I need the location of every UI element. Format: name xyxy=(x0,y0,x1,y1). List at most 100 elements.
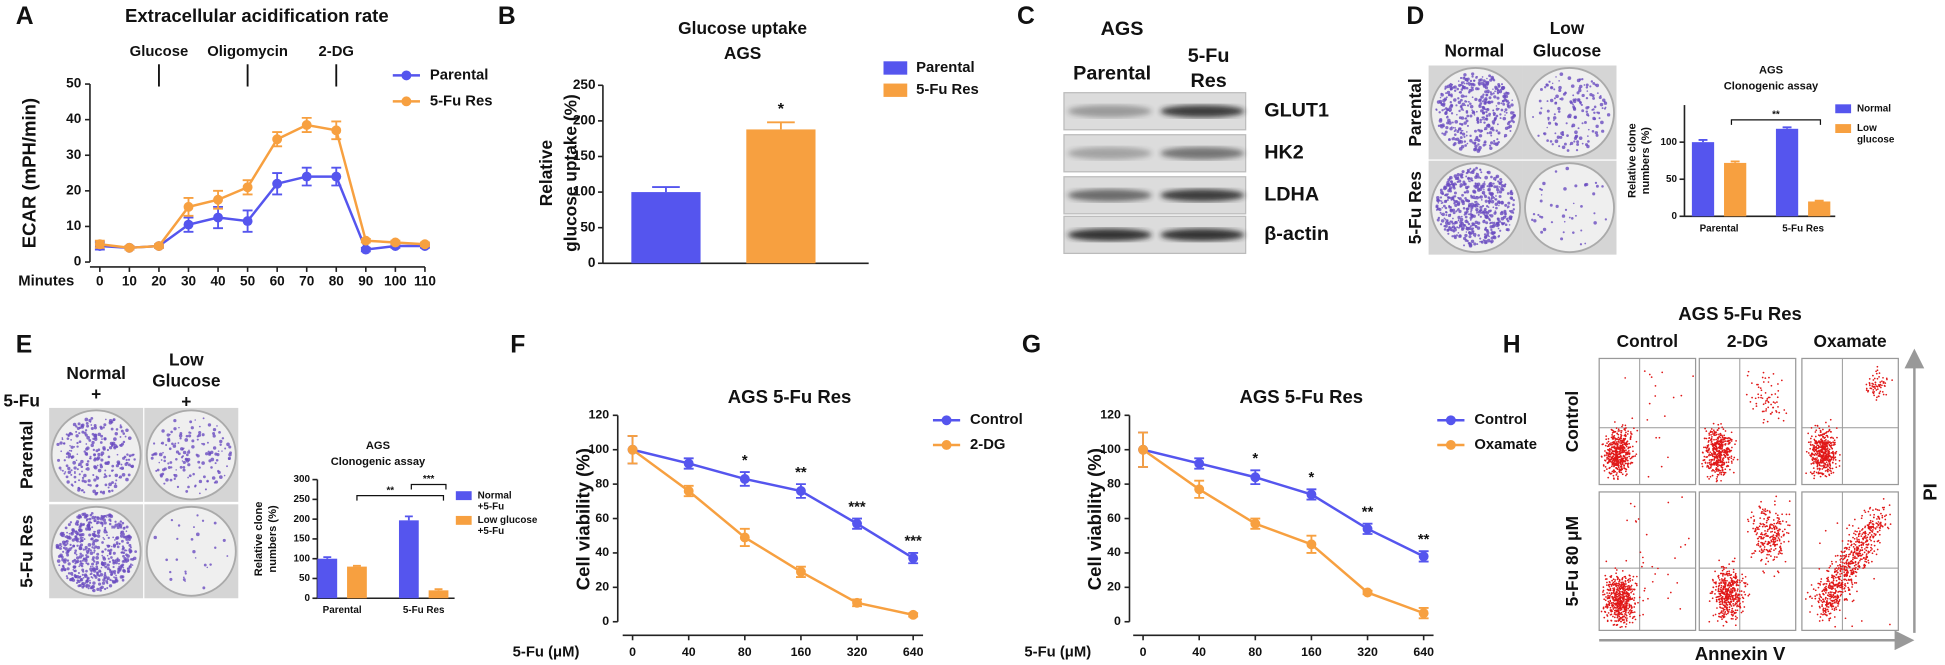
colony xyxy=(71,484,74,487)
event xyxy=(1772,401,1775,404)
event xyxy=(1610,451,1613,454)
colony xyxy=(1576,98,1581,102)
colony xyxy=(1504,223,1508,227)
event xyxy=(1608,467,1611,470)
event xyxy=(1635,440,1638,443)
event xyxy=(1629,589,1631,591)
colony xyxy=(1560,131,1564,136)
colony xyxy=(1440,202,1443,205)
event xyxy=(1624,454,1627,456)
event xyxy=(1609,609,1612,612)
colony xyxy=(87,587,90,590)
colony xyxy=(70,438,72,441)
colony xyxy=(212,434,216,438)
colony xyxy=(1488,144,1492,147)
colony xyxy=(202,586,206,590)
colony xyxy=(1506,206,1509,209)
colony xyxy=(1465,117,1468,120)
colony xyxy=(1585,83,1589,87)
colony xyxy=(201,461,205,465)
event xyxy=(1617,438,1620,441)
event xyxy=(1876,369,1879,372)
event xyxy=(1736,604,1739,607)
colony xyxy=(226,442,230,447)
colony xyxy=(95,457,100,461)
event xyxy=(1809,437,1812,440)
colony xyxy=(122,467,124,470)
colony xyxy=(1457,80,1460,82)
colony xyxy=(1475,212,1478,214)
event xyxy=(1726,612,1729,615)
event xyxy=(1625,451,1628,454)
event xyxy=(1812,446,1815,448)
colony xyxy=(1496,123,1499,126)
event xyxy=(1626,519,1628,522)
event xyxy=(1820,431,1822,433)
colony xyxy=(1470,232,1473,235)
colony xyxy=(112,580,116,584)
colony xyxy=(1486,132,1489,135)
event xyxy=(1722,581,1725,583)
point xyxy=(242,182,253,193)
event xyxy=(1723,583,1726,585)
colony xyxy=(92,474,95,477)
colony xyxy=(78,576,81,579)
colony xyxy=(113,446,117,450)
event xyxy=(1615,569,1618,571)
colony xyxy=(116,545,120,549)
colony xyxy=(1504,108,1508,112)
event xyxy=(1735,592,1737,594)
colony xyxy=(99,570,102,573)
colony xyxy=(93,535,96,538)
colony xyxy=(1500,186,1504,191)
event xyxy=(1627,581,1630,583)
colony xyxy=(1574,214,1577,217)
event xyxy=(1741,580,1743,582)
event xyxy=(1816,444,1819,447)
event xyxy=(1829,441,1831,443)
event xyxy=(1606,615,1609,617)
event xyxy=(1828,473,1830,476)
event xyxy=(1723,454,1726,457)
colony xyxy=(1565,122,1568,125)
y-tick-label: 200 xyxy=(293,514,310,525)
colony xyxy=(206,566,209,569)
event xyxy=(1716,620,1719,622)
event xyxy=(1839,454,1841,456)
colony xyxy=(1512,114,1516,118)
colony xyxy=(1457,231,1460,234)
colony xyxy=(1445,183,1450,187)
colony xyxy=(86,552,89,555)
colony xyxy=(1445,92,1448,95)
point xyxy=(331,125,342,136)
event xyxy=(1610,465,1613,468)
event xyxy=(1630,607,1633,609)
event xyxy=(1719,441,1722,444)
blot-column: Res xyxy=(1190,70,1226,92)
colony xyxy=(1482,239,1485,242)
event xyxy=(1618,586,1621,589)
colony xyxy=(1539,187,1542,191)
event xyxy=(1654,573,1657,575)
colony xyxy=(163,482,166,485)
event xyxy=(1631,417,1634,420)
event xyxy=(1738,579,1741,582)
event xyxy=(1626,587,1629,590)
colony xyxy=(1492,128,1495,132)
event xyxy=(1817,454,1820,457)
colony xyxy=(86,523,91,528)
colony xyxy=(1466,170,1470,174)
colony xyxy=(1510,118,1514,122)
event xyxy=(1810,455,1812,458)
event xyxy=(1883,384,1886,387)
event xyxy=(1712,422,1715,425)
event xyxy=(1724,579,1727,582)
colony xyxy=(1479,187,1483,191)
event xyxy=(1708,478,1710,480)
colony xyxy=(1449,88,1452,91)
colony xyxy=(176,537,179,540)
colony xyxy=(80,564,84,568)
colony xyxy=(1488,112,1491,116)
event xyxy=(1605,578,1608,580)
colony xyxy=(1600,120,1604,125)
